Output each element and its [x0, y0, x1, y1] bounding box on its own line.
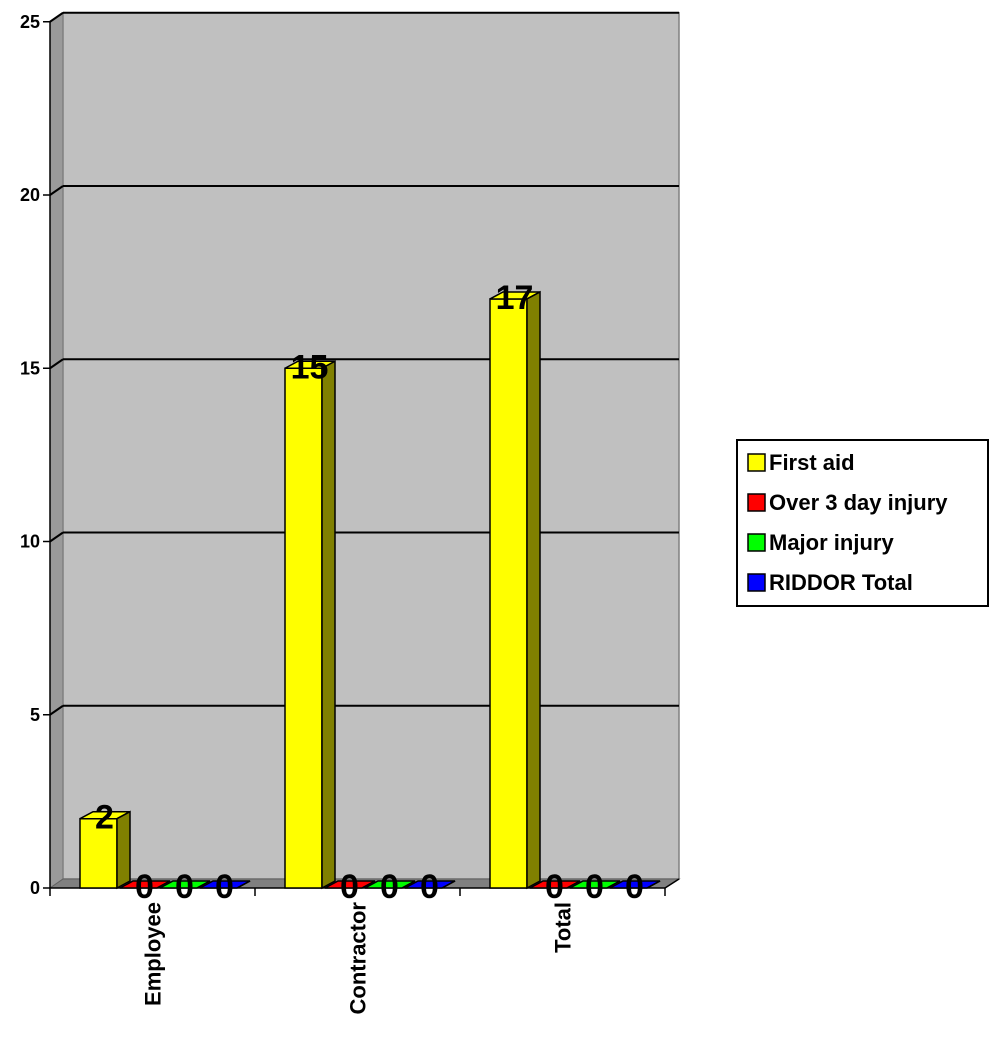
gridline-side-15 [49, 358, 64, 370]
legend-label-major-injury: Major injury [769, 530, 894, 555]
back-wall [62, 12, 680, 880]
legend-swatch-over-3-day-injury [747, 493, 766, 512]
x-tick-label-total: Total [551, 902, 576, 953]
data-label-employee-over-3-day-injury: 0 [135, 868, 154, 906]
gridlines [49, 11, 679, 716]
data-label-contractor-major-injury: 0 [380, 868, 399, 906]
data-label-employee-first-aid: 2 [95, 799, 114, 837]
bar-employee-riddor-total [199, 880, 251, 889]
bar-side [606, 880, 621, 889]
gridline-side-5 [49, 704, 64, 716]
bar-side [321, 359, 336, 890]
legend-label-over-3-day-injury: Over 3 day injury [769, 490, 948, 515]
legend-swatch-major-injury [747, 533, 766, 552]
x-tick-label-contractor: Contractor [346, 902, 371, 1015]
y-tick-label-5: 5 [30, 705, 40, 725]
bar-side [361, 880, 376, 889]
bar-total-first-aid [489, 290, 541, 890]
y-tick-label-15: 15 [20, 358, 40, 378]
legend: First aid Over 3 day injury Major injury RI… [736, 439, 989, 607]
bar-employee-first-aid [79, 810, 131, 890]
legend-swatch-riddor-total [747, 573, 766, 592]
gridline-side-20 [49, 185, 64, 196]
bar-total-over-3-day-injury [529, 880, 581, 889]
legend-label-first-aid: First aid [769, 450, 855, 475]
y-tick-label-25: 25 [20, 12, 40, 32]
y-tick-label-10: 10 [20, 532, 40, 552]
bar-side [236, 880, 251, 889]
y-tick-label-0: 0 [30, 878, 40, 898]
bar-contractor-riddor-total [404, 880, 456, 889]
bar-employee-major-injury [159, 880, 211, 889]
gridline-side-10 [49, 531, 64, 543]
legend-swatch-first-aid [747, 453, 766, 472]
x-axis-depth-line [664, 878, 680, 889]
side-wall [49, 11, 64, 889]
bar-side [156, 880, 171, 889]
bar-employee-over-3-day-injury [119, 880, 171, 889]
bar-total-major-injury [569, 880, 621, 889]
data-label-total-riddor-total: 0 [625, 868, 644, 906]
chart-walls [49, 11, 680, 889]
bar-contractor-over-3-day-injury [324, 880, 376, 889]
data-label-contractor-first-aid: 15 [291, 348, 329, 386]
bars [79, 290, 661, 890]
bar-contractor-first-aid [284, 359, 336, 890]
y-tick-label-20: 20 [20, 185, 40, 205]
bar-side [401, 880, 416, 889]
data-label-total-over-3-day-injury: 0 [545, 868, 564, 906]
data-label-total-major-injury: 0 [585, 868, 604, 906]
legend-box [736, 439, 989, 607]
data-label-contractor-riddor-total: 0 [420, 868, 439, 906]
data-label-employee-major-injury: 0 [175, 868, 194, 906]
bar-side [441, 880, 456, 889]
bar-side [646, 880, 661, 889]
x-tick-label-employee: Employee [141, 902, 166, 1006]
data-label-total-first-aid: 17 [496, 279, 534, 317]
bar-side [566, 880, 581, 889]
bar-contractor-major-injury [364, 880, 416, 889]
bar-front [284, 367, 323, 889]
bar-side [196, 880, 211, 889]
bar-side [116, 810, 131, 890]
data-label-contractor-over-3-day-injury: 0 [340, 868, 359, 906]
data-label-employee-riddor-total: 0 [215, 868, 234, 906]
legend-label-riddor-total: RIDDOR Total [769, 570, 913, 595]
bar-front [489, 298, 528, 889]
gridline-side-25 [49, 11, 64, 23]
bar-side [526, 290, 541, 890]
bar-total-riddor-total [609, 880, 661, 889]
